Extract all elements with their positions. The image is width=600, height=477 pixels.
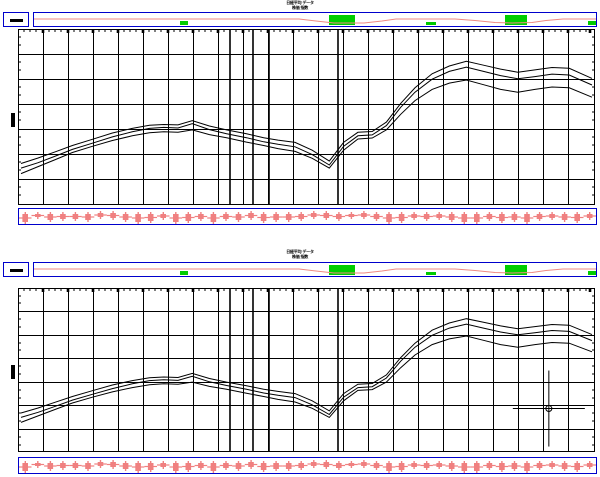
price-plot-top[interactable] — [18, 29, 595, 205]
axis-ticks — [23, 288, 587, 291]
chart-subtitle-bottom: 株価 指数 — [291, 254, 309, 259]
indicator-line — [34, 268, 596, 274]
series-mid-line — [20, 66, 593, 169]
candle-band-top[interactable] — [18, 208, 597, 225]
indicator-band-svg — [34, 265, 596, 275]
chart-panel-bottom[interactable]: 日経平均 データ 株価 指数 — [0, 245, 600, 477]
candle-band-bottom[interactable] — [18, 457, 597, 474]
indicator-legend-key[interactable] — [3, 12, 29, 27]
chart-title-top: 日経平均 データ — [286, 0, 314, 5]
chart-subtitle-top: 株価 指数 — [291, 5, 309, 10]
candle-band-svg — [19, 460, 596, 473]
y-axis-ticks — [18, 295, 595, 446]
histogram-bars — [180, 265, 596, 275]
histogram-bars — [180, 15, 596, 25]
series-lower-band — [20, 79, 593, 175]
indicator-band-bottom[interactable] — [3, 262, 597, 277]
crosshair-cursor[interactable] — [512, 370, 585, 447]
series-mid-line — [20, 323, 593, 418]
price-series-group — [20, 60, 593, 175]
indicator-band-plot[interactable] — [33, 12, 597, 27]
legend-swatch-icon — [10, 19, 23, 22]
indicator-band-svg — [34, 15, 596, 25]
indicator-line — [34, 18, 596, 24]
chart-title-bottom: 日経平均 データ — [286, 249, 314, 254]
price-plot-bottom[interactable] — [18, 288, 595, 452]
axis-major-ticks — [41, 288, 592, 292]
period-separators — [229, 288, 339, 452]
period-separators — [229, 29, 339, 205]
crosshair-center — [545, 405, 553, 413]
indicator-legend-key[interactable] — [3, 262, 29, 277]
price-plot-svg — [18, 29, 595, 205]
series-lower-band — [20, 335, 593, 423]
chart-panel-top[interactable]: 日経平均 データ 株価 指数 — [0, 0, 600, 230]
candle-band-svg — [19, 211, 596, 224]
grid-lines — [18, 288, 595, 452]
indicator-band-top[interactable] — [3, 12, 597, 27]
price-scale-marker — [11, 365, 15, 379]
series-upper-band — [20, 60, 593, 164]
series-upper-band — [20, 318, 593, 414]
axis-ticks — [23, 29, 587, 32]
axis-major-ticks — [41, 29, 592, 33]
price-plot-svg — [18, 288, 595, 452]
legend-swatch-icon — [10, 269, 23, 272]
grid-lines — [18, 29, 595, 205]
price-scale-marker — [11, 113, 15, 127]
price-series-group — [20, 318, 593, 423]
indicator-band-plot[interactable] — [33, 262, 597, 277]
y-axis-ticks — [18, 36, 595, 196]
